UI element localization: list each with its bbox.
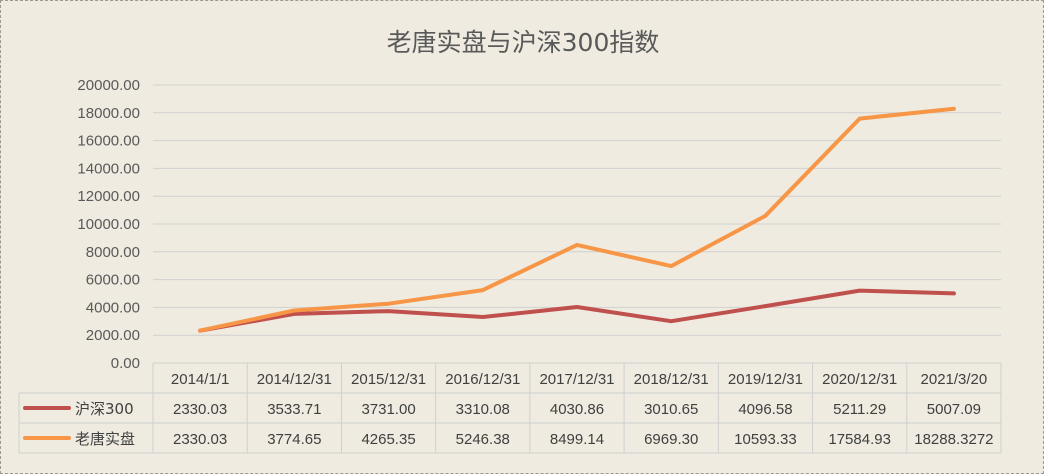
y-axis-ticks: 0.00 2000.00 4000.00 6000.00 8000.00 10000.00… — [77, 77, 140, 372]
data-label: 2330.03 — [173, 431, 227, 448]
data-label: 4030.86 — [550, 401, 604, 418]
data-label: 2330.03 — [173, 401, 227, 418]
gridlines — [153, 84, 1001, 364]
y-tick-label: 8000.00 — [86, 244, 140, 261]
x-tick-label: 2017/12/31 — [539, 371, 614, 388]
x-tick-label: 2018/12/31 — [634, 371, 709, 388]
data-label: 6969.30 — [644, 431, 698, 448]
series-lines — [198, 106, 956, 333]
data-label: 8499.14 — [550, 431, 604, 448]
data-label: 3310.08 — [456, 401, 510, 418]
data-label: 10593.33 — [734, 431, 797, 448]
y-tick-label: 10000.00 — [77, 216, 140, 233]
series-line — [198, 106, 956, 333]
legend-label: 老唐实盘 — [75, 430, 135, 448]
x-tick-label: 2019/12/31 — [728, 371, 803, 388]
y-tick-label: 12000.00 — [77, 188, 140, 205]
y-tick-label: 2000.00 — [86, 327, 140, 344]
y-tick-label: 4000.00 — [86, 299, 140, 316]
data-label: 5211.29 — [833, 401, 886, 418]
data-label: 4265.35 — [361, 431, 415, 448]
data-label: 3774.65 — [267, 431, 321, 448]
y-tick-label: 6000.00 — [86, 272, 140, 289]
x-tick-label: 2020/12/31 — [822, 371, 897, 388]
y-tick-label: 20000.00 — [77, 77, 140, 94]
data-label: 3010.65 — [644, 401, 698, 418]
data-label: 18288.3272 — [914, 431, 993, 448]
x-tick-label: 2021/3/20 — [921, 371, 988, 388]
data-table: 2014/1/1 2014/12/31 2015/12/31 2016/12/31 20… — [18, 362, 1002, 454]
data-label: 3533.71 — [267, 401, 321, 418]
data-label: 4096.58 — [738, 401, 792, 418]
y-tick-label: 16000.00 — [77, 133, 140, 150]
y-tick-label: 18000.00 — [77, 105, 140, 122]
x-tick-label: 2014/1/1 — [171, 371, 229, 388]
x-tick-label: 2014/12/31 — [257, 371, 332, 388]
x-tick-label: 2016/12/31 — [445, 371, 520, 388]
legend-label: 沪深300 — [75, 400, 134, 418]
series-line — [198, 288, 956, 333]
data-label: 17584.93 — [828, 431, 891, 448]
y-tick-label: 0.00 — [111, 355, 140, 372]
chart-title: 老唐实盘与沪深300指数 — [387, 28, 660, 57]
y-tick-label: 14000.00 — [77, 160, 140, 177]
data-label: 5246.38 — [456, 431, 510, 448]
x-tick-label: 2015/12/31 — [351, 371, 426, 388]
data-label: 5007.09 — [927, 401, 981, 418]
data-label: 3731.00 — [361, 401, 415, 418]
